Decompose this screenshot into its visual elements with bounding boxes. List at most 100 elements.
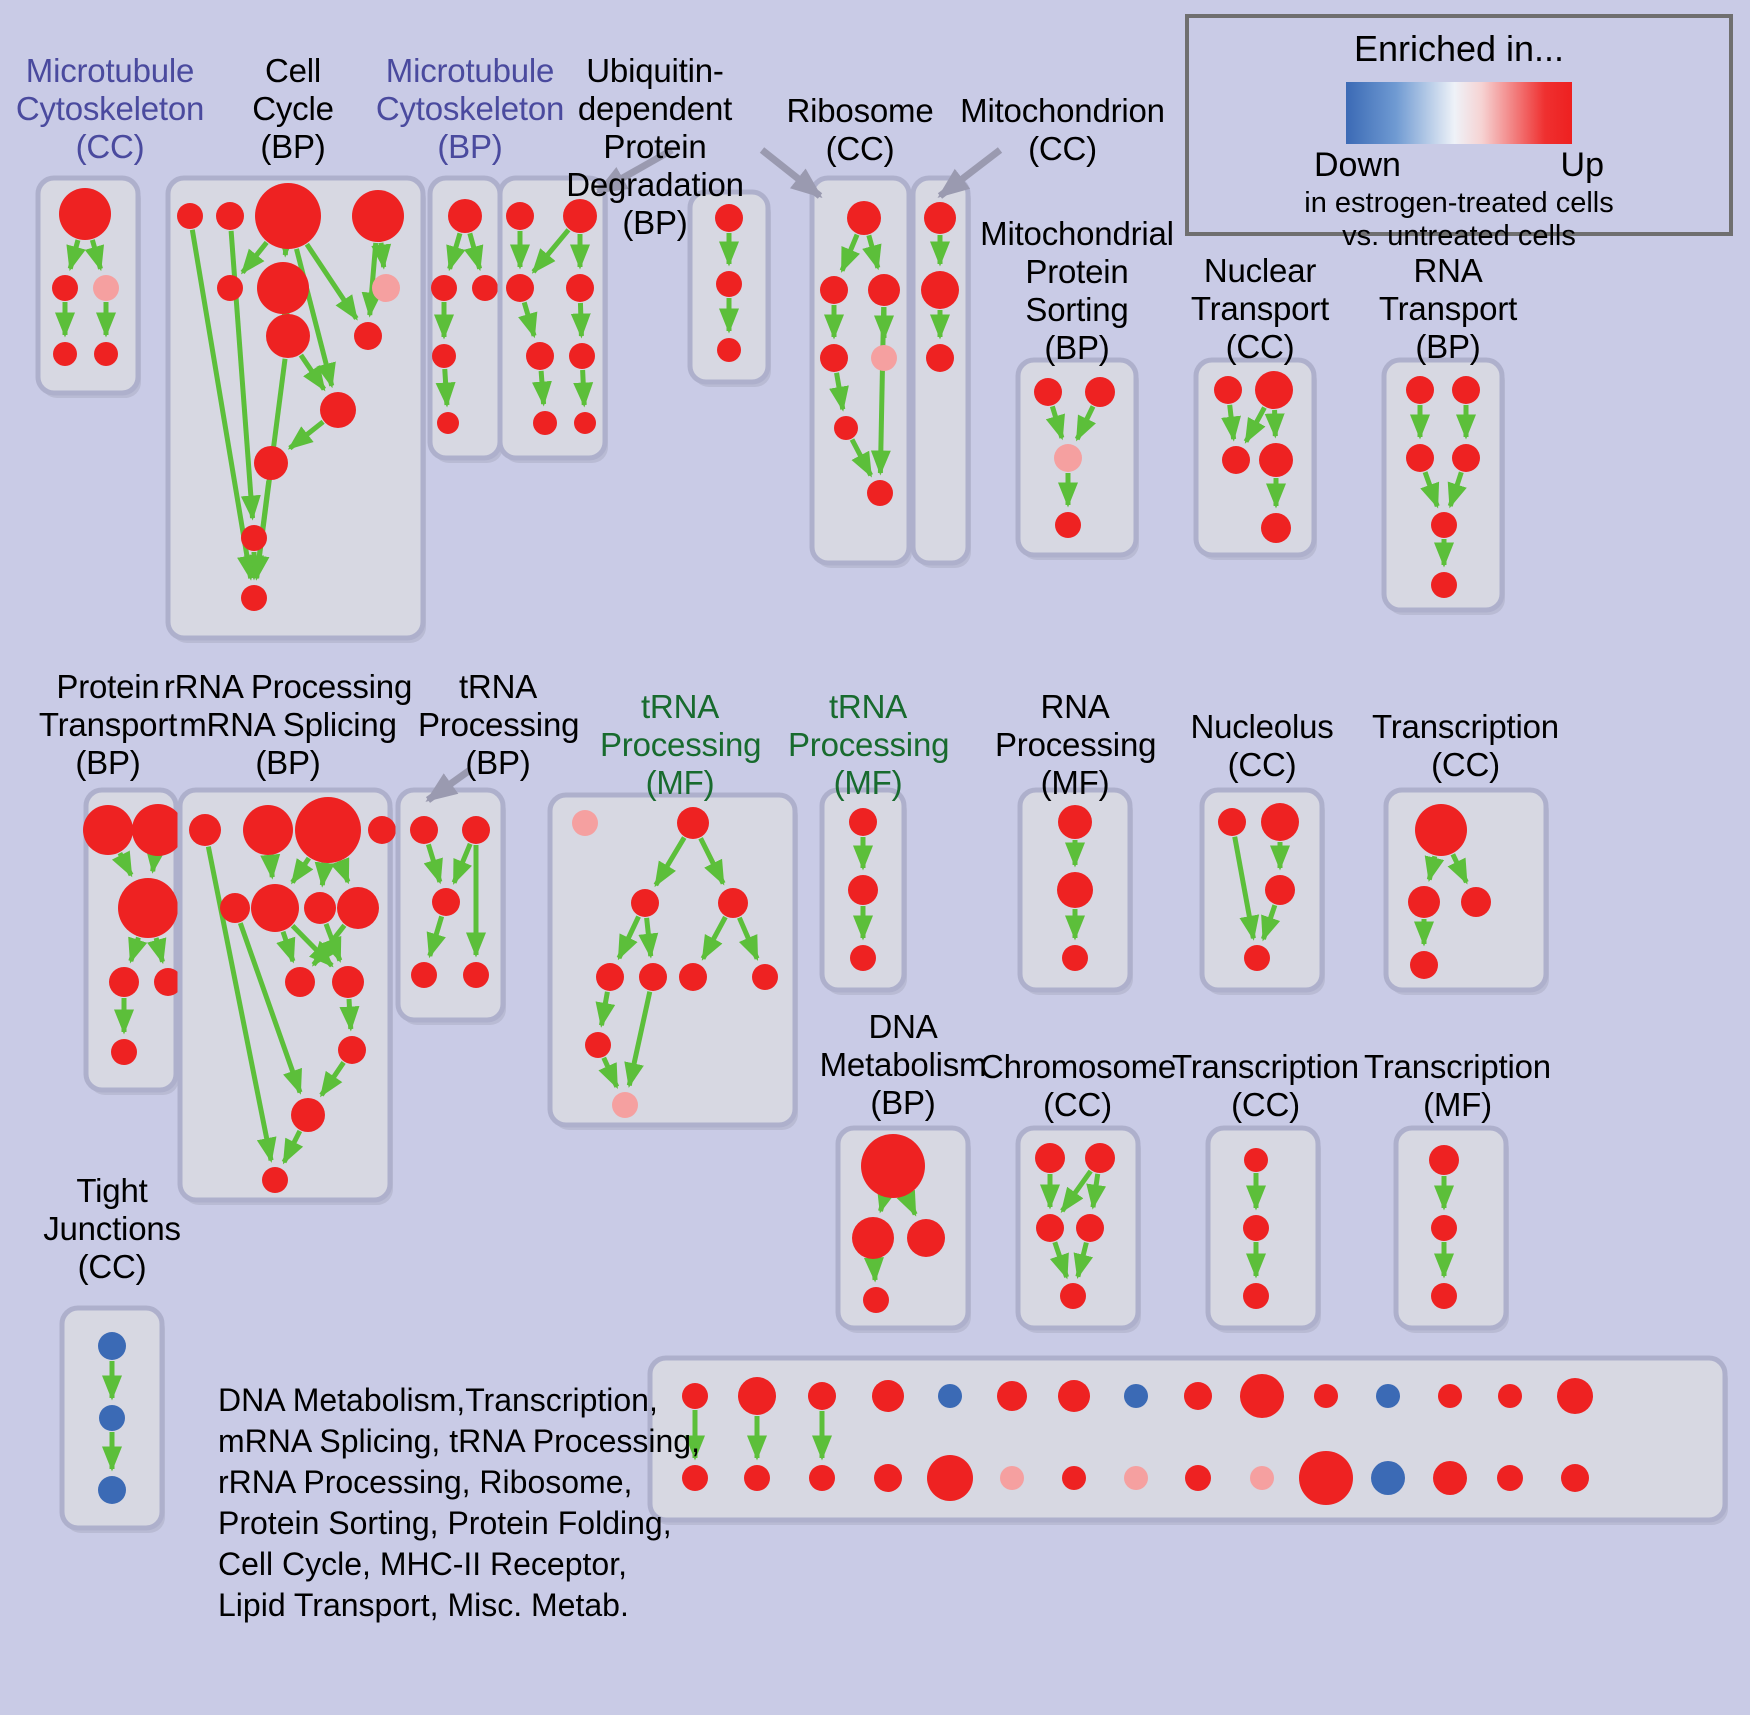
network-node[interactable] <box>432 888 460 916</box>
network-node[interactable] <box>848 875 878 905</box>
network-node[interactable] <box>849 808 877 836</box>
network-node[interactable] <box>1036 1214 1064 1242</box>
network-node[interactable] <box>1406 376 1434 404</box>
network-node[interactable] <box>372 274 400 302</box>
network-node[interactable] <box>1076 1214 1104 1242</box>
network-node[interactable] <box>997 1381 1027 1411</box>
network-node[interactable] <box>820 344 848 372</box>
network-node[interactable] <box>1261 803 1299 841</box>
network-node[interactable] <box>266 314 310 358</box>
network-node[interactable] <box>679 963 707 991</box>
network-node[interactable] <box>533 411 557 435</box>
network-node[interactable] <box>1124 1466 1148 1490</box>
network-node[interactable] <box>1255 371 1293 409</box>
network-node[interactable] <box>1406 444 1434 472</box>
network-node[interactable] <box>1000 1466 1024 1490</box>
network-node[interactable] <box>1299 1451 1353 1505</box>
network-node[interactable] <box>255 183 321 249</box>
network-node[interactable] <box>526 342 554 370</box>
network-node[interactable] <box>585 1032 611 1058</box>
network-node[interactable] <box>1429 1145 1459 1175</box>
network-node[interactable] <box>907 1219 945 1257</box>
network-node[interactable] <box>368 816 396 844</box>
network-node[interactable] <box>572 810 598 836</box>
network-node[interactable] <box>132 804 184 856</box>
network-node[interactable] <box>1431 572 1457 598</box>
network-node[interactable] <box>717 338 741 362</box>
network-node[interactable] <box>938 1384 962 1408</box>
network-node[interactable] <box>924 202 956 234</box>
network-node[interactable] <box>216 202 244 230</box>
network-node[interactable] <box>1265 875 1295 905</box>
network-node[interactable] <box>874 1464 902 1492</box>
network-node[interactable] <box>254 446 288 480</box>
network-node[interactable] <box>808 1382 836 1410</box>
network-node[interactable] <box>431 275 457 301</box>
network-node[interactable] <box>262 1167 288 1193</box>
network-node[interactable] <box>1461 887 1491 917</box>
network-node[interactable] <box>566 274 594 302</box>
network-node[interactable] <box>1557 1378 1593 1414</box>
network-node[interactable] <box>354 322 382 350</box>
network-node[interactable] <box>716 271 742 297</box>
network-node[interactable] <box>677 807 709 839</box>
network-node[interactable] <box>83 805 133 855</box>
network-node[interactable] <box>251 884 299 932</box>
network-node[interactable] <box>861 1134 925 1198</box>
network-node[interactable] <box>338 1036 366 1064</box>
network-node[interactable] <box>437 412 459 434</box>
network-node[interactable] <box>506 274 534 302</box>
network-node[interactable] <box>1244 1148 1268 1172</box>
network-node[interactable] <box>1240 1374 1284 1418</box>
network-node[interactable] <box>463 962 489 988</box>
network-node[interactable] <box>1497 1465 1523 1491</box>
network-node[interactable] <box>631 889 659 917</box>
network-node[interactable] <box>411 962 437 988</box>
network-node[interactable] <box>241 585 267 611</box>
network-node[interactable] <box>921 271 959 309</box>
network-node[interactable] <box>243 805 293 855</box>
network-node[interactable] <box>1261 513 1291 543</box>
network-node[interactable] <box>177 203 203 229</box>
network-node[interactable] <box>1057 872 1093 908</box>
network-node[interactable] <box>1062 1466 1086 1490</box>
network-node[interactable] <box>1184 1382 1212 1410</box>
network-node[interactable] <box>337 887 379 929</box>
network-node[interactable] <box>867 480 893 506</box>
network-node[interactable] <box>1214 376 1242 404</box>
network-node[interactable] <box>1034 378 1062 406</box>
network-node[interactable] <box>927 1455 973 1501</box>
network-node[interactable] <box>53 342 77 366</box>
network-node[interactable] <box>291 1098 325 1132</box>
network-node[interactable] <box>1085 377 1115 407</box>
network-node[interactable] <box>1185 1465 1211 1491</box>
network-node[interactable] <box>574 412 596 434</box>
network-node[interactable] <box>448 199 482 233</box>
network-node[interactable] <box>682 1465 708 1491</box>
network-node[interactable] <box>1244 945 1270 971</box>
network-node[interactable] <box>241 525 267 551</box>
network-node[interactable] <box>738 1377 776 1415</box>
network-node[interactable] <box>1243 1215 1269 1241</box>
network-node[interactable] <box>320 392 356 428</box>
network-node[interactable] <box>847 201 881 235</box>
network-node[interactable] <box>118 878 178 938</box>
network-node[interactable] <box>1452 444 1480 472</box>
network-node[interactable] <box>596 963 624 991</box>
network-node[interactable] <box>563 199 597 233</box>
network-node[interactable] <box>809 1465 835 1491</box>
network-node[interactable] <box>295 797 361 863</box>
network-node[interactable] <box>872 1380 904 1412</box>
network-node[interactable] <box>472 275 498 301</box>
network-node[interactable] <box>1062 945 1088 971</box>
network-node[interactable] <box>1085 1143 1115 1173</box>
network-node[interactable] <box>852 1217 894 1259</box>
network-node[interactable] <box>1415 804 1467 856</box>
network-node[interactable] <box>868 274 900 306</box>
network-node[interactable] <box>682 1383 708 1409</box>
network-node[interactable] <box>506 202 534 230</box>
network-node[interactable] <box>220 893 250 923</box>
network-node[interactable] <box>109 967 139 997</box>
network-node[interactable] <box>1222 446 1250 474</box>
network-node[interactable] <box>98 1332 126 1360</box>
